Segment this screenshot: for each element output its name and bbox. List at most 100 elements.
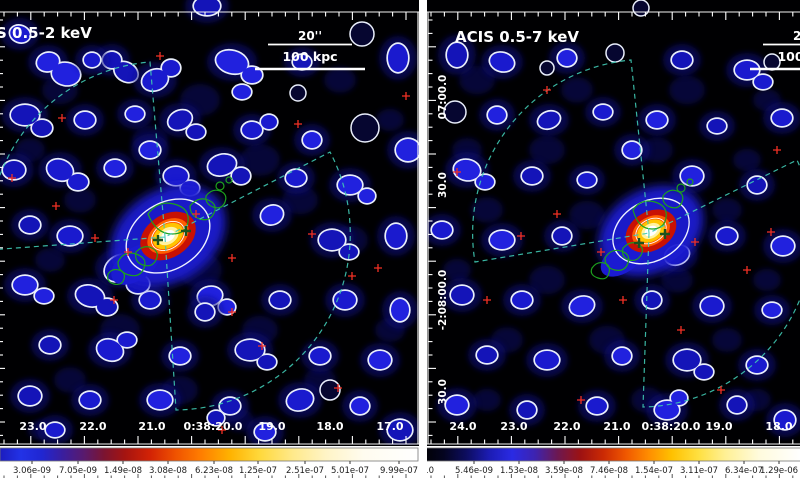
dec-tick-label: 30.0 [437,172,449,198]
xray-blob [1,18,39,50]
xray-blob [561,289,603,323]
xray-blob [277,162,315,194]
xray-blob [227,332,278,371]
point-source-cross [597,248,605,256]
colorbar-tick-label: 1.49e-08 [104,466,142,476]
surface-brightness-contour [125,198,211,274]
xray-blob [10,379,50,413]
haze-patch [54,367,86,393]
radio-contour [676,183,686,193]
ra-tick-label: 19.0 [705,420,732,433]
xray-blob [11,209,49,241]
point-source-cross [619,296,627,304]
radio-contour [225,176,233,184]
xray-blob [301,340,339,372]
point-source-cross [258,342,266,350]
surface-brightness-contour [612,197,690,265]
xray-blob [325,283,365,317]
xray-blob [544,220,580,252]
surface-brightness-contour [635,217,667,245]
colorbar-tick-label: 1.25e-07 [239,466,277,476]
xray-blob [719,389,755,421]
ra-tick-label: 0:38:20.0 [642,420,701,433]
extraction-sector [642,159,800,408]
radio-contour [632,200,667,230]
point-source-cross [348,272,356,280]
haze-patch [35,248,65,272]
scalebar-angular-label: 20'' [298,29,322,43]
haze-patch [64,187,96,213]
ra-tick-label: 21.0 [603,420,630,433]
xray-blob [185,0,229,23]
xray-blob [379,36,417,80]
point-source-cross [228,308,236,316]
xray-blob [31,329,69,361]
xray-blob [117,99,153,129]
dec-tick-label: 07:00.0 [437,75,449,120]
point-source-cross [717,386,725,394]
ra-tick-label: 19.0 [258,420,285,433]
haze-patch [529,135,565,165]
xray-blob [604,340,640,372]
xray-blob [763,229,800,263]
point-source-cross [553,210,561,218]
radio-contour [189,198,216,221]
xray-blob [638,104,676,136]
xray-blob [233,113,279,146]
colorbar-tick-label: 5.46e-09 [455,466,493,476]
xray-blob [2,97,54,138]
haze-patch [641,137,673,163]
colorbar-tick-label: 3.08e-08 [149,466,187,476]
ra-tick-label: 22.0 [553,420,580,433]
ra-tick-label: 0:38:20.0 [184,420,243,433]
xray-blob [665,342,715,381]
xray-blob [529,104,569,136]
xray-blob [4,268,55,305]
xray-blob [708,220,746,252]
xray-blob [479,99,515,131]
point-source-cross [8,174,16,182]
xray-blob [294,124,330,156]
ra-tick-label: 22.0 [79,420,106,433]
colorbar: 1.00e-10 5.46e-09 1.53e-08 3.59e-08 7.46e-08… [427,447,800,478]
xray-blob [37,415,73,445]
ra-tick-label: 24.0 [449,420,476,433]
haze-patch [733,148,761,172]
ra-tick-label: 17.0 [376,420,403,433]
xray-blob [614,134,650,166]
xray-blob [133,58,182,98]
extraction-sector [472,59,650,263]
xray-blob [481,223,523,257]
radio-contour [147,202,189,235]
point-source-cross [52,202,60,210]
haze-patch [753,268,781,292]
colorbar-tick-label: 3.11e-07 [680,466,718,476]
radio-contour [622,242,644,262]
radio-contour [205,189,227,209]
xray-blob [427,214,461,246]
colorbar-tick-label: 1.53e-08 [500,466,538,476]
nucleus-cross [660,229,670,239]
xray-blob [766,403,800,437]
colorbar-tick-label: 1.29e-06 [760,466,798,476]
xray-blob [438,35,476,75]
point-source-cross [218,426,226,434]
colorbar-tick-label: 1.00e-10 [427,466,434,476]
xray-ring [443,100,467,124]
nucleus-cross [634,238,644,248]
xray-ring [350,113,380,143]
colorbar-gradient [0,447,419,462]
haze-patch [569,200,605,230]
point-source-cross [334,384,342,392]
xray-blob [199,147,252,186]
xray-blob [481,45,523,79]
xray-blob [206,390,249,427]
xray-ring [605,43,625,63]
colorbar-tick-label: 6.23e-08 [195,466,233,476]
radio-contour [590,261,611,280]
colorbar-tick-label: 3.06e-09 [13,466,51,476]
xray-blob [503,284,541,316]
xray-blob [139,383,181,417]
point-source-cross [402,92,410,100]
